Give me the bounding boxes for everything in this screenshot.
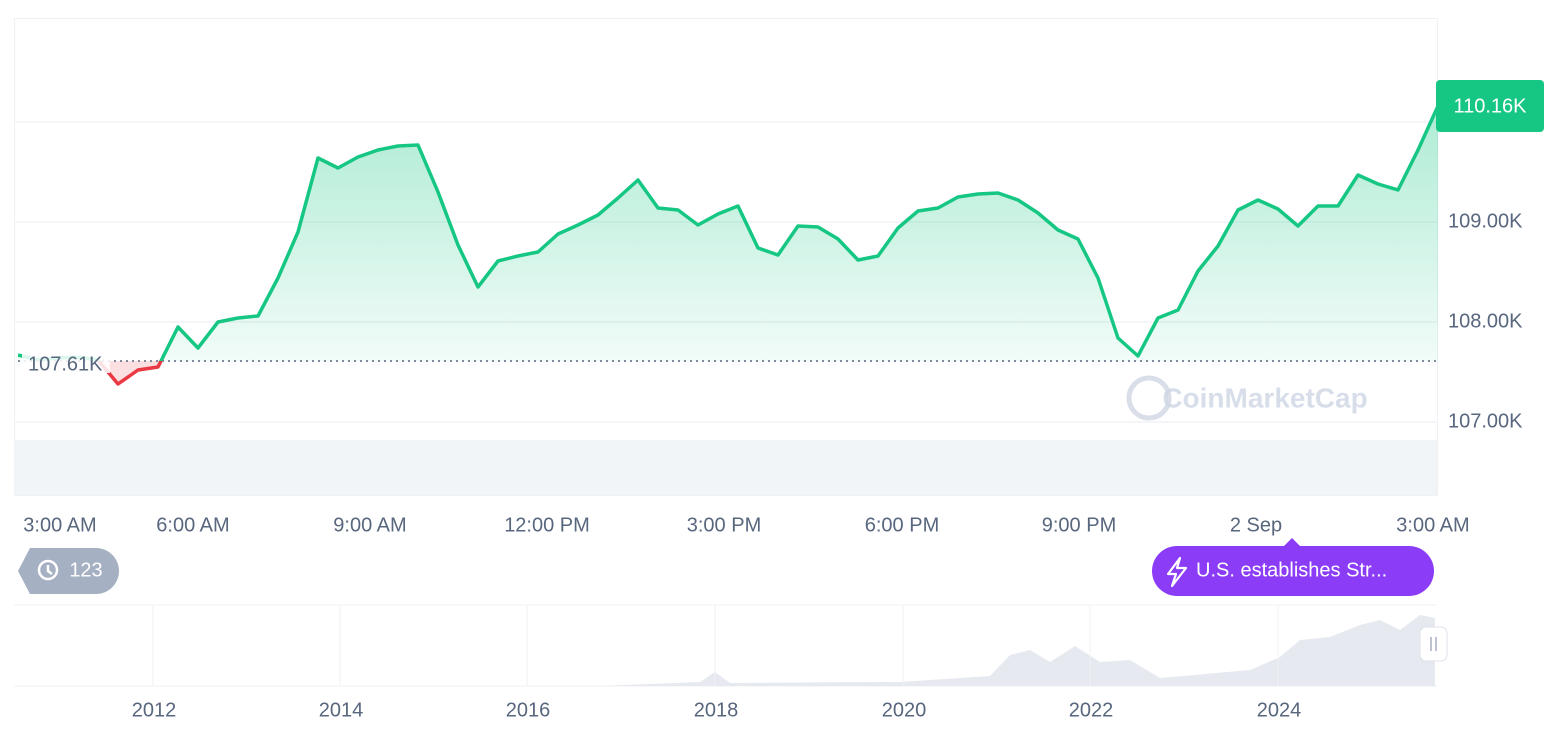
current-price: 110.16K bbox=[1453, 95, 1527, 117]
x-tick-label: 3:00 PM bbox=[687, 514, 761, 536]
y-tick-label: 108.00K bbox=[1448, 310, 1523, 332]
watermark-logo bbox=[1126, 375, 1172, 421]
navigator-label: 2016 bbox=[506, 699, 551, 721]
event-text: U.S. establishes Str... bbox=[1196, 559, 1387, 581]
navigator-label: 2020 bbox=[882, 699, 927, 721]
x-tick-label: 9:00 AM bbox=[333, 514, 406, 536]
baseline-label: 107.61K bbox=[28, 353, 103, 375]
y-tick-label: 107.00K bbox=[1448, 410, 1523, 432]
x-tick-label: 3:00 AM bbox=[23, 514, 96, 536]
x-tick-label: 9:00 PM bbox=[1042, 514, 1116, 536]
navigator-handle[interactable] bbox=[1419, 626, 1448, 662]
history-badge[interactable]: 123 bbox=[18, 548, 120, 594]
navigator-label: 2024 bbox=[1257, 699, 1302, 721]
volume-area bbox=[14, 440, 1437, 495]
navigator bbox=[14, 604, 1448, 687]
navigator-label: 2018 bbox=[694, 699, 739, 721]
x-tick-label: 6:00 PM bbox=[865, 514, 939, 536]
navigator-label: 2022 bbox=[1069, 699, 1114, 721]
history-count: 123 bbox=[69, 559, 102, 581]
y-tick-label: 109.00K bbox=[1448, 210, 1523, 232]
navigator-label: 2014 bbox=[319, 699, 364, 721]
x-tick-label: 6:00 AM bbox=[156, 514, 229, 536]
current-price-badge bbox=[1436, 80, 1544, 132]
area-up bbox=[18, 106, 1438, 361]
x-tick-label: 2 Sep bbox=[1230, 514, 1282, 536]
x-tick-label: 3:00 AM bbox=[1396, 514, 1469, 536]
navigator-area bbox=[14, 615, 1435, 686]
x-tick-label: 12:00 PM bbox=[504, 514, 590, 536]
event-badge[interactable]: U.S. establishes Str... bbox=[1152, 538, 1434, 596]
watermark: CoinMarketCap bbox=[1162, 382, 1367, 413]
price-line bbox=[17, 105, 1440, 361]
baseline-label-bg bbox=[22, 347, 110, 373]
navigator-label: 2012 bbox=[132, 699, 177, 721]
